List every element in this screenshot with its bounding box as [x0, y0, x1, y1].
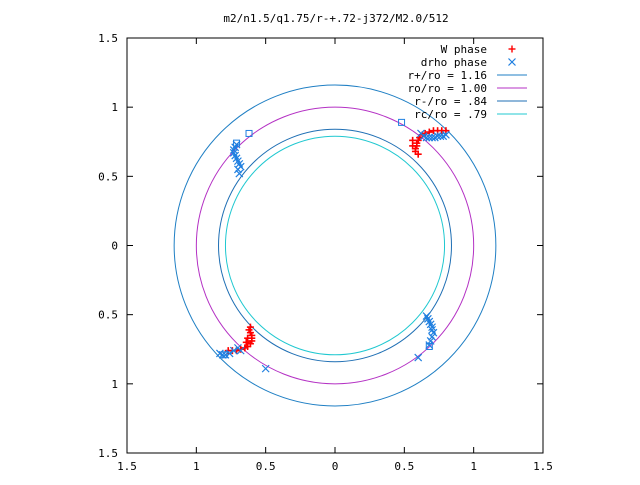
y-tick-label: 0.5 — [98, 309, 118, 322]
drho-phase-point — [425, 341, 434, 350]
point-stroke — [235, 159, 244, 168]
drho-phase-point — [236, 346, 245, 355]
drho-phase-point — [234, 165, 242, 174]
square-marker — [398, 118, 406, 126]
drho-phase-point — [429, 328, 438, 337]
y-tick-label: 1.5 — [98, 32, 118, 45]
square-marker — [220, 351, 228, 359]
point-stroke — [428, 332, 436, 341]
x-tick-label: 1.5 — [117, 460, 137, 473]
point-stroke — [215, 349, 224, 358]
point-stroke — [428, 133, 436, 142]
axis-ticks: 1.5 1 0.5 0 0.5 1 1.51.510.500.511.5 — [98, 32, 553, 473]
reference-circle — [218, 128, 452, 363]
point-stroke — [425, 317, 434, 326]
drho-phase-point — [215, 349, 224, 358]
reference-circles — [173, 84, 497, 407]
w-phase-point — [237, 345, 245, 353]
point-stroke — [234, 157, 242, 166]
drho-phase-point — [229, 346, 238, 355]
point-stroke — [231, 151, 240, 160]
point-stroke — [429, 328, 438, 337]
x-tick-label: 1 — [470, 460, 477, 473]
w-phase-point — [224, 347, 232, 355]
reference-circle — [195, 106, 475, 385]
point-stroke — [433, 132, 442, 141]
point-stroke — [229, 148, 238, 157]
point-stroke — [422, 133, 431, 142]
reference-circle — [224, 135, 446, 356]
drho-phase-point — [417, 129, 425, 138]
drho-phase-point — [442, 130, 450, 139]
point-stroke — [417, 129, 425, 138]
y-tick-label: 0 — [111, 240, 118, 253]
reference-circle — [173, 84, 497, 407]
point-stroke — [425, 341, 434, 350]
point-stroke — [232, 154, 241, 163]
w-phase-point — [409, 136, 417, 144]
point-stroke — [442, 130, 450, 139]
legend-label: W phase — [441, 43, 487, 56]
point-stroke — [261, 364, 270, 373]
y-tick-label: 1 — [111, 101, 118, 114]
point-stroke — [234, 165, 242, 174]
legend-label: r-/ro = .84 — [414, 95, 487, 108]
point-stroke — [423, 314, 432, 323]
point-stroke — [218, 350, 227, 359]
w-phase-point — [242, 338, 250, 346]
square-marker — [425, 342, 433, 350]
legend-cross — [508, 58, 516, 66]
point-stroke — [436, 132, 445, 141]
square-marker — [233, 139, 241, 147]
drho-phase-point — [261, 364, 270, 373]
y-tick-label: 1.5 — [98, 447, 118, 460]
x-tick-label: 1.5 — [533, 460, 553, 473]
x-tick-label: 0 — [332, 460, 339, 473]
point-stroke — [229, 346, 238, 355]
x-tick-label: 0.5 — [256, 460, 276, 473]
point-stroke — [428, 325, 436, 334]
legend-label: rc/ro = .79 — [414, 108, 487, 121]
drho-phase-point — [433, 132, 442, 141]
chart-title: m2/n1.5/q1.75/r-+.72-j372/M2.0/512 — [223, 12, 448, 25]
drho-phase-point — [428, 332, 436, 341]
w-phase-point — [244, 334, 252, 342]
w-phase-point — [241, 344, 249, 352]
point-stroke — [235, 169, 244, 178]
legend-label: drho phase — [421, 56, 487, 69]
x-tick-label: 0.5 — [394, 460, 414, 473]
x-tick-label: 1 — [193, 460, 200, 473]
point-stroke — [414, 353, 423, 362]
square-marker — [245, 129, 253, 137]
legend-label: ro/ro = 1.00 — [408, 82, 487, 95]
legend-label: r+/ro = 1.16 — [408, 69, 487, 82]
data-points — [215, 118, 450, 373]
drho-phase-point — [235, 169, 244, 178]
drho-phase-point — [414, 353, 423, 362]
w-phase-point — [414, 150, 422, 158]
point-stroke — [236, 346, 245, 355]
y-tick-label: 0.5 — [98, 170, 118, 183]
point-stroke — [422, 312, 431, 320]
y-tick-label: 1 — [111, 378, 118, 391]
